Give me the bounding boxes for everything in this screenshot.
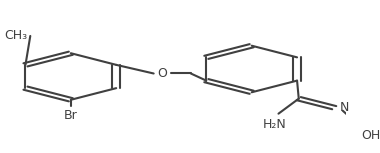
Text: O: O <box>157 67 167 80</box>
Text: CH₃: CH₃ <box>4 29 27 42</box>
Text: OH: OH <box>361 129 380 142</box>
Text: N: N <box>339 101 349 114</box>
Text: H₂N: H₂N <box>263 118 287 131</box>
Text: Br: Br <box>64 109 78 122</box>
